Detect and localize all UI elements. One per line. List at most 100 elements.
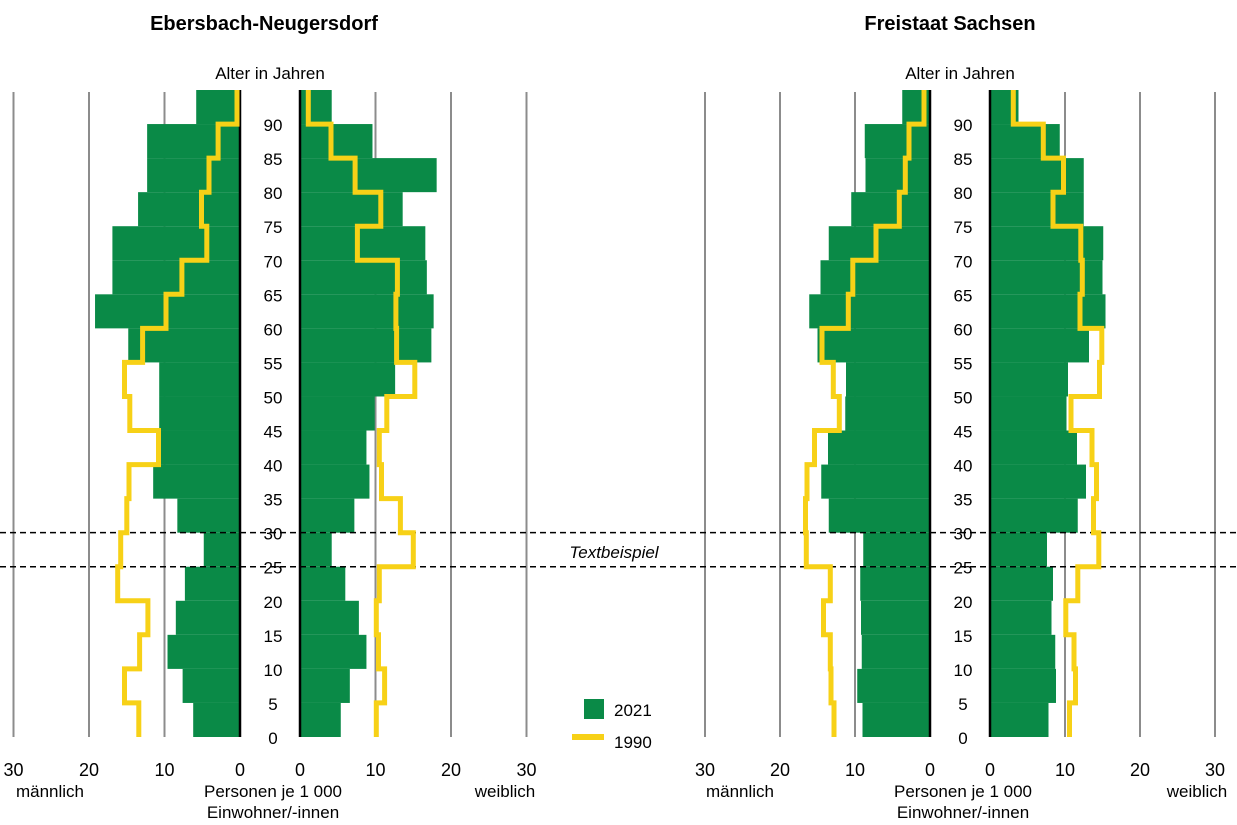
x-tick-male-0-left: 0: [235, 760, 245, 780]
bar-2021-female-75-79-right: [990, 192, 1084, 227]
bar-2021-male-30-34-left: [177, 498, 240, 533]
bar-2021-male-85-89-left: [147, 124, 240, 159]
bar-2021-female-50-54-right: [990, 362, 1068, 397]
x-tick-female-0-right: 0: [985, 760, 995, 780]
age-tick-40-right: 40: [954, 457, 973, 476]
bar-2021-male-45-49-left: [159, 396, 240, 431]
bar-2021-male-80-84-left: [147, 158, 240, 193]
age-tick-60-left: 60: [264, 320, 283, 339]
line-1990-female-left: [305, 90, 418, 737]
male-label-left: männlich: [16, 782, 84, 801]
bar-2021-female-85-89-left: [300, 124, 373, 159]
age-tick-85-left: 85: [264, 150, 283, 169]
bar-2021-female-60-64-right: [990, 294, 1106, 329]
age-tick-55-left: 55: [264, 354, 283, 373]
line-1990-male-left: [115, 90, 240, 737]
age-tick-70-left: 70: [264, 252, 283, 271]
annotation-textbeispiel: Textbeispiel: [569, 543, 659, 562]
bar-2021-male-65-69-left: [112, 260, 240, 295]
x-axis-title-left-2: Einwohner/-innen: [207, 803, 339, 822]
bar-2021-female-5-9-right: [990, 668, 1056, 703]
bar-2021-female-0-4-left: [300, 702, 341, 737]
age-tick-80-left: 80: [264, 184, 283, 203]
bar-2021-female-55-59-right: [990, 328, 1089, 363]
bar-2021-male-10-14-left: [167, 634, 240, 669]
age-tick-0-left: 0: [268, 729, 277, 748]
bar-2021-male-75-79-left: [138, 192, 240, 227]
age-tick-25-left: 25: [264, 559, 283, 578]
x-tick-male-30-right: 30: [695, 760, 715, 780]
age-tick-40-left: 40: [264, 457, 283, 476]
x-tick-female-30-left: 30: [516, 760, 536, 780]
age-tick-5-right: 5: [958, 695, 967, 714]
bar-2021-male-5-9-right: [857, 668, 930, 703]
bar-2021-male-55-59-left: [128, 328, 240, 363]
age-tick-75-left: 75: [264, 218, 283, 237]
bar-2021-female-65-69-left: [300, 260, 427, 295]
bar-2021-female-80-84-left: [300, 158, 437, 193]
x-axis-title-left-1: Personen je 1 000: [204, 782, 342, 801]
bar-2021-female-10-14-left: [300, 634, 367, 669]
age-tick-35-left: 35: [264, 491, 283, 510]
bar-2021-male-35-39-right: [821, 464, 930, 499]
bar-2021-male-60-64-right: [809, 294, 930, 329]
age-tick-25-right: 25: [954, 559, 973, 578]
bar-2021-male-80-84-right: [865, 158, 930, 193]
female-label-left: weiblich: [474, 782, 535, 801]
bar-2021-female-40-44-left: [300, 430, 367, 465]
bar-2021-female-60-64-left: [300, 294, 434, 329]
bar-2021-male-30-34-right: [828, 498, 930, 533]
age-tick-20-right: 20: [954, 593, 973, 612]
legend-label-1990: 1990: [614, 733, 652, 752]
bar-2021-male-15-19-right: [861, 600, 930, 635]
bar-2021-male-15-19-left: [175, 600, 240, 635]
bar-2021-male-50-54-right: [846, 362, 930, 397]
bar-2021-male-40-44-right: [828, 430, 930, 465]
age-tick-45-right: 45: [954, 423, 973, 442]
bar-2021-male-20-24-right: [860, 566, 930, 601]
bar-2021-male-0-4-left: [193, 702, 240, 737]
bar-2021-female-90+-left: [300, 90, 332, 125]
age-tick-70-right: 70: [954, 252, 973, 271]
age-tick-90-right: 90: [954, 116, 973, 135]
age-tick-10-right: 10: [954, 661, 973, 680]
x-tick-female-20-right: 20: [1130, 760, 1150, 780]
bar-2021-male-5-9-left: [182, 668, 240, 703]
lines-1990: [115, 90, 1105, 737]
age-tick-50-left: 50: [264, 388, 283, 407]
x-tick-male-20-right: 20: [770, 760, 790, 780]
bar-2021-female-65-69-right: [990, 260, 1103, 295]
x-tick-female-10-left: 10: [365, 760, 385, 780]
bar-2021-female-75-79-left: [300, 192, 403, 227]
age-tick-50-right: 50: [954, 388, 973, 407]
labels: Ebersbach-Neugersdorf Freistaat Sachsen …: [3, 13, 1227, 822]
x-tick-male-10-left: 10: [154, 760, 174, 780]
bar-2021-male-70-74-left: [112, 226, 240, 261]
bar-2021-female-25-29-left: [300, 532, 332, 567]
age-tick-75-right: 75: [954, 218, 973, 237]
bar-2021-female-30-34-left: [300, 498, 355, 533]
bar-2021-female-20-24-left: [300, 566, 346, 601]
age-tick-80-right: 80: [954, 184, 973, 203]
bar-2021-male-90+-left: [196, 90, 240, 125]
bar-2021-female-45-49-left: [300, 396, 375, 431]
age-tick-10-left: 10: [264, 661, 283, 680]
bar-2021-male-55-59-right: [817, 328, 930, 363]
age-tick-55-right: 55: [954, 354, 973, 373]
legend-swatch-2021: [584, 699, 604, 719]
age-tick-35-right: 35: [954, 491, 973, 510]
x-tick-female-30-right: 30: [1205, 760, 1225, 780]
bar-2021-male-35-39-left: [153, 464, 240, 499]
age-tick-0-right: 0: [958, 729, 967, 748]
x-tick-female-10-right: 10: [1055, 760, 1075, 780]
x-tick-male-30-left: 30: [3, 760, 23, 780]
bar-2021-female-80-84-right: [990, 158, 1084, 193]
chart-title-right: Freistaat Sachsen: [864, 13, 1035, 35]
age-tick-60-right: 60: [954, 320, 973, 339]
x-tick-male-20-left: 20: [79, 760, 99, 780]
bar-2021-male-70-74-right: [828, 226, 930, 261]
age-axis-title-right: Alter in Jahren: [905, 64, 1015, 83]
bar-2021-female-0-4-right: [990, 702, 1049, 737]
x-axis-title-right-2: Einwohner/-innen: [897, 803, 1029, 822]
